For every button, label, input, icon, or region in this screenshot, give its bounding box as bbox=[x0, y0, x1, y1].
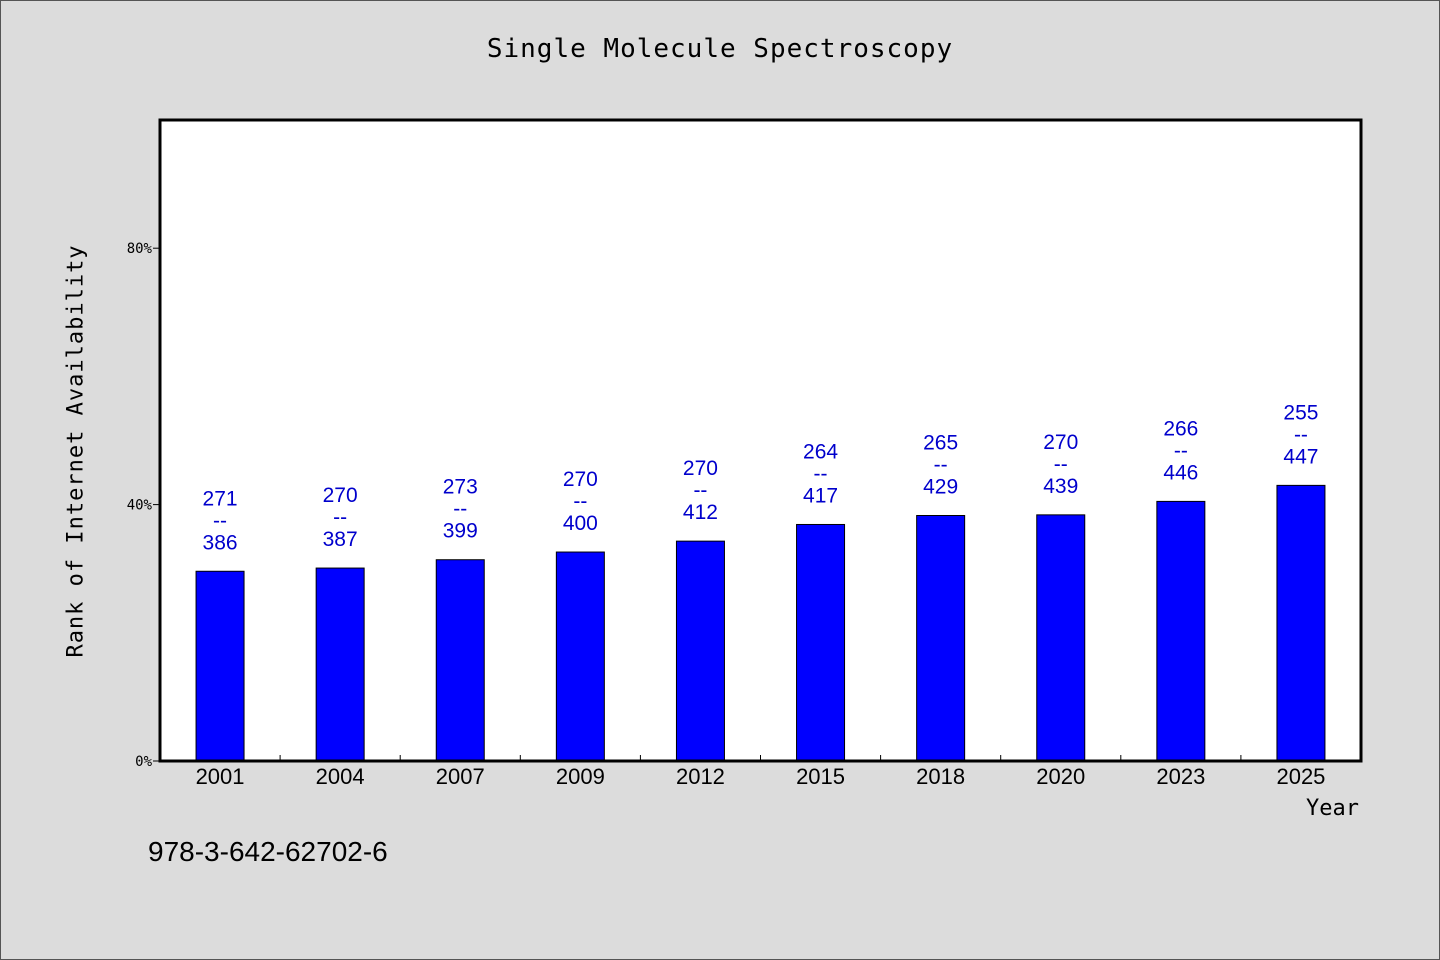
bar-data-label: -- bbox=[814, 462, 828, 485]
bar-data-label: -- bbox=[213, 509, 227, 532]
bar-data-label: -- bbox=[934, 453, 948, 476]
bar-data-label: 265 bbox=[923, 431, 958, 454]
x-tick-label: 2023 bbox=[1156, 764, 1205, 789]
x-tick-label: 2009 bbox=[556, 764, 605, 789]
bar bbox=[675, 540, 725, 762]
bar-data-label: -- bbox=[1174, 439, 1188, 462]
bar-data-label: 271 bbox=[203, 487, 238, 510]
bar-data-label: 264 bbox=[803, 440, 838, 463]
x-tick-label: 2015 bbox=[796, 764, 845, 789]
x-tick-label: 2004 bbox=[316, 764, 365, 789]
x-axis-label: Year bbox=[1306, 796, 1359, 821]
y-tick-label: 40% bbox=[127, 498, 153, 514]
x-tick-label: 2012 bbox=[676, 764, 725, 789]
y-tick-label: 80% bbox=[127, 241, 153, 257]
bar-data-label: 266 bbox=[1163, 417, 1198, 440]
bar bbox=[435, 559, 485, 762]
bar-data-label: 447 bbox=[1283, 445, 1318, 468]
bar-data-label: 399 bbox=[443, 520, 478, 543]
bar-data-label: 386 bbox=[203, 531, 238, 554]
bar-data-label: 446 bbox=[1163, 461, 1198, 484]
bar-data-label: 270 bbox=[563, 468, 598, 491]
bar-data-label: 273 bbox=[443, 476, 478, 499]
bar-data-label: 412 bbox=[683, 501, 718, 524]
bar bbox=[1156, 500, 1206, 762]
x-tick-label: 2001 bbox=[196, 764, 245, 789]
bar bbox=[1276, 484, 1326, 762]
x-tick-label: 2007 bbox=[436, 764, 485, 789]
bar-data-label: 429 bbox=[923, 475, 958, 498]
bar-data-label: 270 bbox=[683, 457, 718, 480]
isbn-footnote: 978-3-642-62702-6 bbox=[148, 836, 388, 867]
bar bbox=[195, 570, 245, 762]
bar-data-label: 400 bbox=[563, 512, 598, 535]
bar bbox=[916, 514, 966, 762]
bar-data-label: -- bbox=[333, 506, 347, 529]
bar-data-label: 270 bbox=[1043, 431, 1078, 454]
bar-data-label: -- bbox=[1054, 453, 1068, 476]
bar bbox=[315, 567, 365, 762]
x-tick-label: 2018 bbox=[916, 764, 965, 789]
bar-data-label: 255 bbox=[1283, 401, 1318, 424]
bar-data-label: -- bbox=[453, 498, 467, 521]
bar-data-label: 439 bbox=[1043, 475, 1078, 498]
bar bbox=[555, 551, 605, 762]
bar-data-label: 270 bbox=[323, 484, 358, 507]
bar-data-label: 387 bbox=[323, 528, 358, 551]
x-tick-label: 2020 bbox=[1036, 764, 1085, 789]
bar-data-label: 417 bbox=[803, 484, 838, 507]
chart-title: Single Molecule Spectroscopy bbox=[486, 34, 954, 64]
bar-data-label: -- bbox=[573, 490, 587, 513]
plot-border bbox=[158, 118, 1363, 763]
bar-data-label: -- bbox=[693, 479, 707, 502]
bar-data-label: -- bbox=[1294, 423, 1308, 446]
bar bbox=[796, 523, 846, 762]
bar bbox=[1036, 514, 1086, 762]
y-tick-label: 0% bbox=[135, 754, 152, 770]
x-tick-label: 2025 bbox=[1276, 764, 1325, 789]
